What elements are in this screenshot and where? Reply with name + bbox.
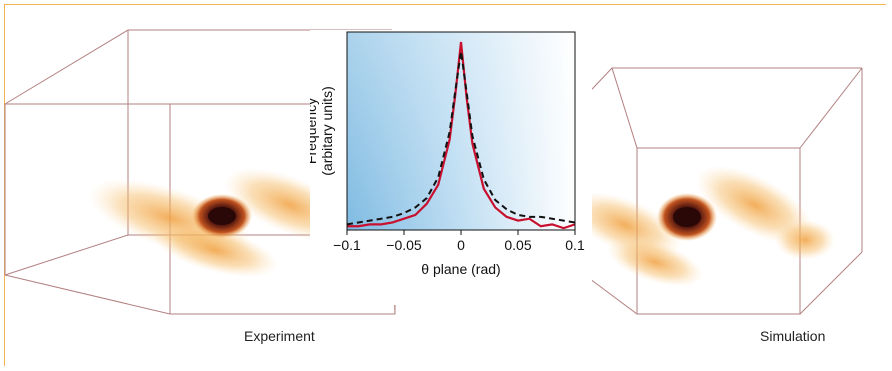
x-tick-label: −0.1 xyxy=(333,237,361,253)
simulation-caption: Simulation xyxy=(760,328,825,344)
inset-chart: −0.1 −0.05 0 0.05 0.1 θ plane (rad) Frequenc… xyxy=(310,30,592,305)
inset-chart-svg: −0.1 −0.05 0 0.05 0.1 θ plane (rad) Frequenc… xyxy=(310,30,592,305)
y-axis-label: Frequency xyxy=(310,98,319,164)
x-tick-label: 0 xyxy=(457,237,465,253)
x-axis-label: θ plane (rad) xyxy=(421,261,500,277)
tick-layer: −0.1 −0.05 0 0.05 0.1 xyxy=(333,230,585,253)
x-tick-label: −0.05 xyxy=(386,237,422,253)
y-axis-sublabel: (arbitary units) xyxy=(319,86,335,175)
x-tick-label: 0.05 xyxy=(504,237,531,253)
x-tick-label: 0.1 xyxy=(565,237,585,253)
experiment-caption: Experiment xyxy=(244,328,315,344)
simulation-density xyxy=(560,150,835,297)
